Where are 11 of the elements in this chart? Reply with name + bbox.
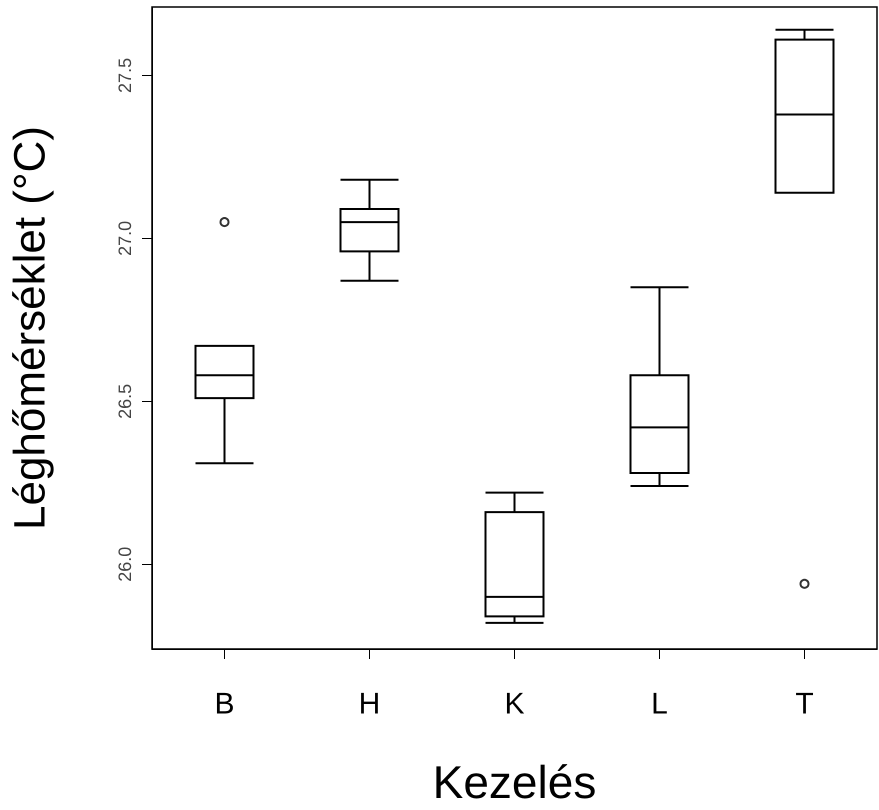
x-tick-label: H <box>358 688 380 720</box>
y-axis-title: Léghőmérséklet (°C) <box>6 126 54 530</box>
y-tick-label: 26.0 <box>115 546 135 582</box>
x-axis-title: Kezelés <box>432 756 596 808</box>
x-tick-label: L <box>651 688 668 720</box>
x-tick-label: T <box>795 688 814 720</box>
y-tick-label: 27.5 <box>115 58 135 93</box>
x-tick-label: K <box>504 688 525 720</box>
y-tick-label: 26.5 <box>115 384 135 419</box>
x-tick-label: B <box>214 688 235 720</box>
y-tick-label: 27.0 <box>115 220 135 256</box>
